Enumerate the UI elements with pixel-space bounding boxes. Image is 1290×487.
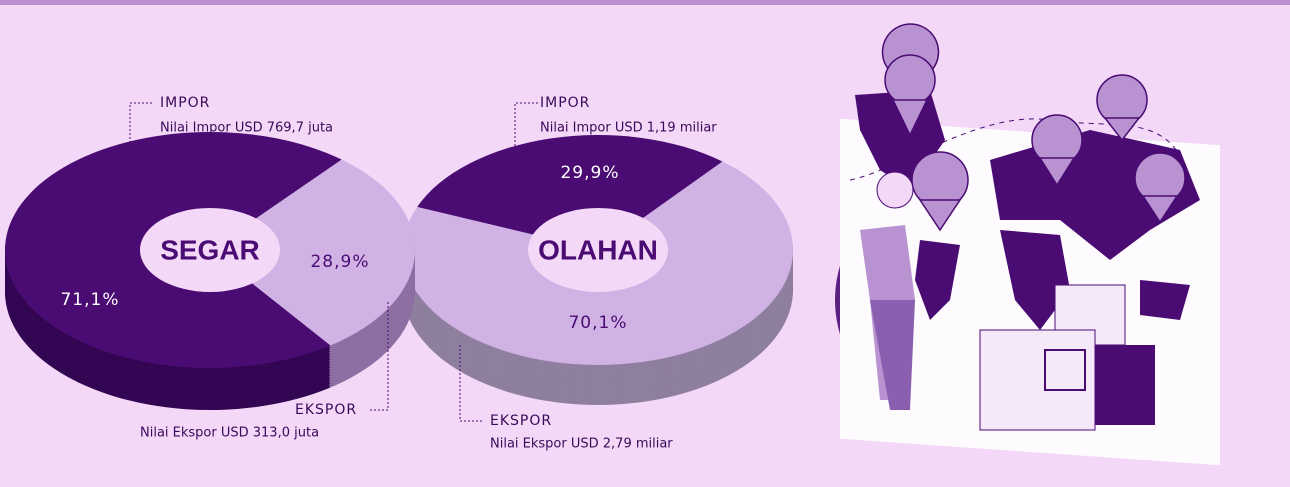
top-border [0, 0, 1290, 5]
legend-label: EKSPOR [490, 413, 552, 429]
illustration [835, 23, 1220, 466]
legend-label: IMPOR [540, 95, 590, 111]
annotation: Nilai Ekspor USD 2,79 miliar [490, 437, 673, 452]
leader-line [459, 345, 482, 422]
center-label: SEGAR [160, 234, 260, 265]
value-label: 29,9% [560, 163, 619, 183]
legend-label: EKSPOR [295, 402, 357, 418]
value-label: 70,1% [568, 313, 627, 333]
leader-line [370, 300, 389, 411]
center-label: OLAHAN [538, 234, 658, 265]
annotation: Nilai Impor USD 1,19 miliar [540, 121, 717, 136]
value-label: 28,9% [310, 252, 369, 272]
slice [210, 159, 416, 346]
annotation: Nilai Ekspor USD 313,0 juta [140, 426, 319, 441]
center-hole [528, 208, 668, 292]
leader-line [129, 102, 152, 145]
value-label: 71,1% [60, 290, 119, 310]
center-hole [140, 208, 280, 292]
legend-label: IMPOR [160, 95, 210, 111]
annotation: Nilai Impor USD 769,7 juta [160, 121, 333, 136]
slice [417, 135, 723, 250]
